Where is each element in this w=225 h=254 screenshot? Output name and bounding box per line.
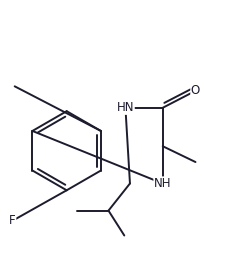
Text: NH: NH xyxy=(153,177,171,190)
Text: HN: HN xyxy=(116,101,134,114)
Text: F: F xyxy=(9,214,16,227)
Text: O: O xyxy=(190,84,199,97)
